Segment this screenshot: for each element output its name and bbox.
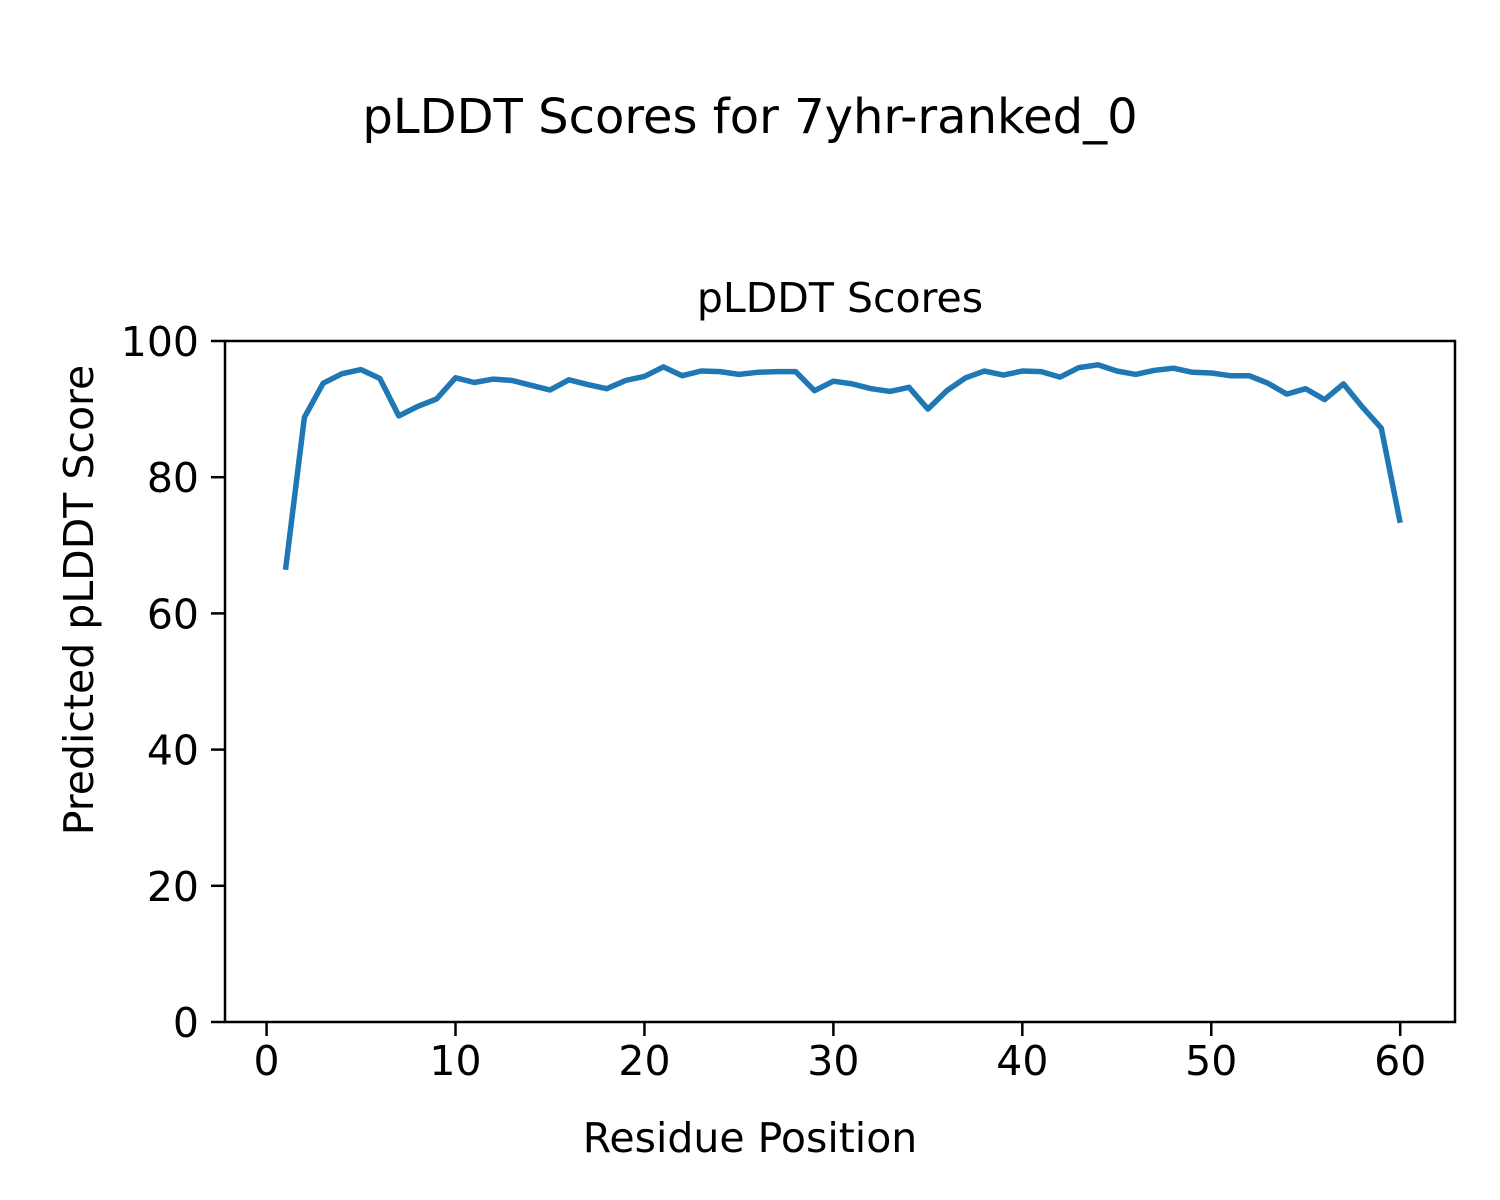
x-tick-label: 20 (618, 1037, 670, 1085)
y-tick-label: 0 (173, 999, 199, 1047)
y-tick-label: 60 (147, 590, 199, 638)
x-tick-label: 40 (996, 1037, 1048, 1085)
x-tick-label: 60 (1374, 1037, 1426, 1085)
y-tick-label: 20 (147, 863, 199, 911)
x-tick-label: 50 (1185, 1037, 1237, 1085)
x-tick-label: 10 (429, 1037, 481, 1085)
plddt-score-line (282, 362, 1403, 571)
figure-title: pLDDT Scores for 7yhr-ranked_0 (362, 89, 1137, 145)
plot-box-spines (223, 339, 1457, 1024)
x-tick-label: 30 (807, 1037, 859, 1085)
axes-title: pLDDT Scores (697, 274, 983, 322)
y-tick-label: 40 (147, 727, 199, 775)
x-tick-label: 0 (254, 1037, 280, 1085)
axes-layer: 0 10 20 30 40 50 60 0 20 40 60 80 100 (121, 318, 1457, 1085)
series-layer (282, 362, 1403, 571)
y-tick-label: 80 (147, 454, 199, 502)
y-axis-label: Predicted pLDDT Score (55, 365, 103, 835)
x-axis-label: Residue Position (583, 1114, 918, 1162)
y-tick-label: 100 (121, 318, 199, 366)
